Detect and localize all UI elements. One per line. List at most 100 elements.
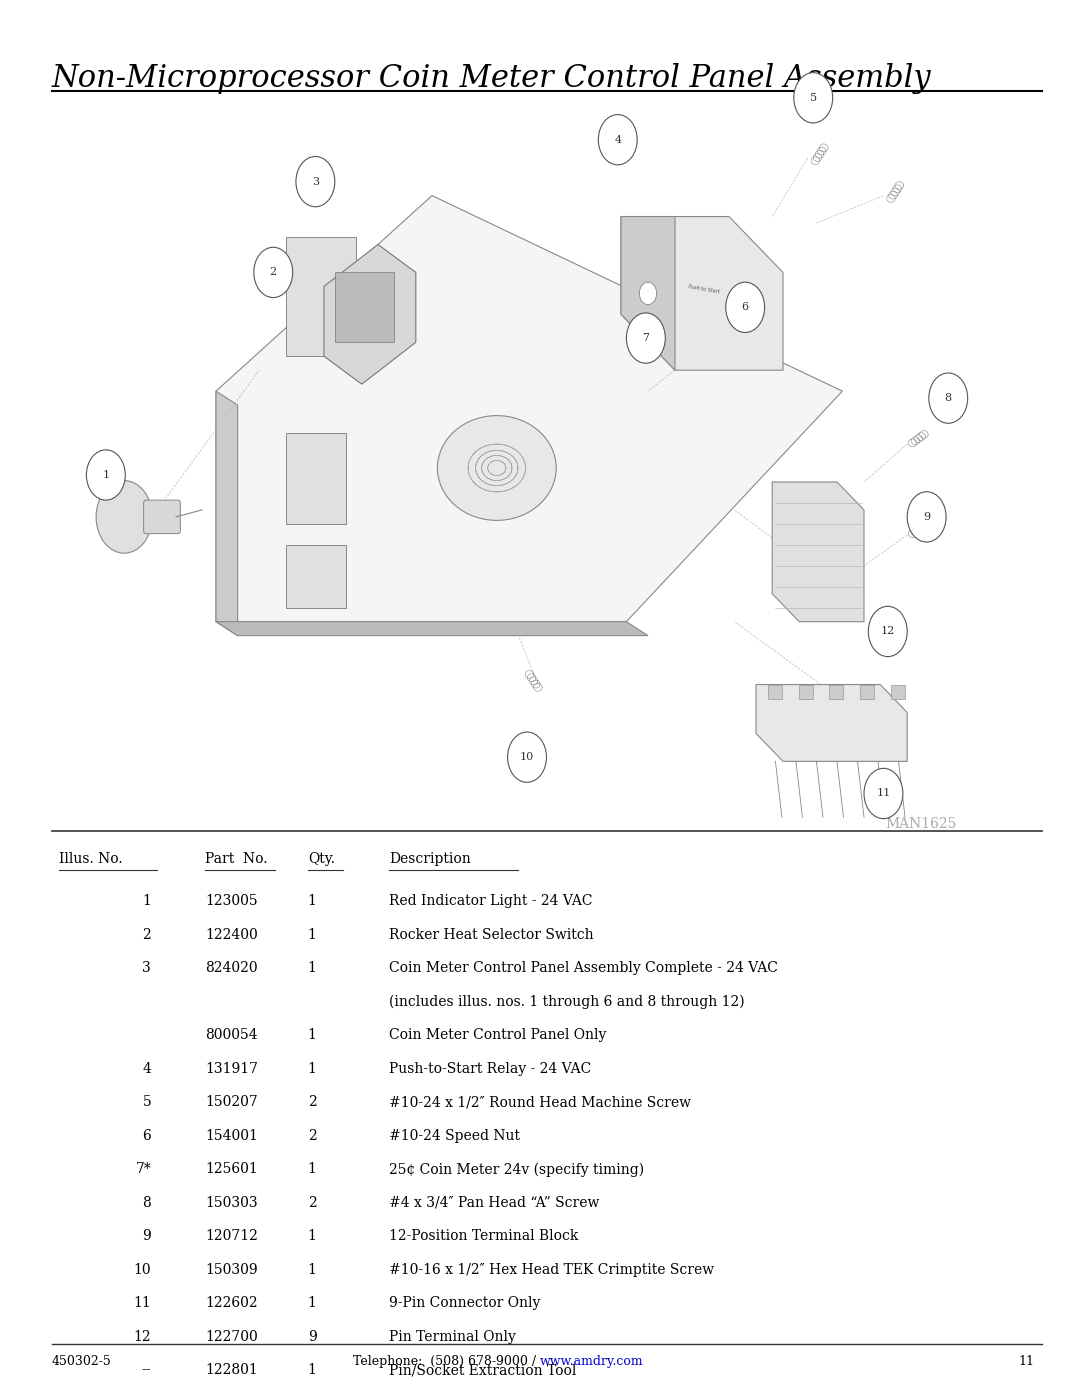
Ellipse shape	[437, 416, 556, 521]
Text: 150309: 150309	[205, 1263, 258, 1277]
Text: 9: 9	[308, 1330, 316, 1344]
Text: Telephone:  (508) 678-9000 /: Telephone: (508) 678-9000 /	[353, 1355, 540, 1368]
Text: 25¢ Coin Meter 24v (specify timing): 25¢ Coin Meter 24v (specify timing)	[389, 1162, 644, 1176]
Bar	[861, 685, 875, 698]
Bar	[335, 272, 394, 342]
Text: www.amdry.com: www.amdry.com	[540, 1355, 644, 1368]
Text: 12-Position Terminal Block: 12-Position Terminal Block	[389, 1229, 578, 1243]
Circle shape	[254, 247, 293, 298]
Circle shape	[868, 606, 907, 657]
Text: Part  No.: Part No.	[205, 852, 268, 866]
Polygon shape	[756, 685, 907, 761]
Circle shape	[794, 73, 833, 123]
Text: Red Indicator Light - 24 VAC: Red Indicator Light - 24 VAC	[389, 894, 592, 908]
Polygon shape	[216, 196, 842, 622]
Text: 9-Pin Connector Only: 9-Pin Connector Only	[389, 1296, 540, 1310]
Polygon shape	[216, 622, 648, 636]
Text: 3: 3	[143, 961, 151, 975]
Text: 4: 4	[615, 134, 621, 145]
Text: 120712: 120712	[205, 1229, 258, 1243]
Text: 122801: 122801	[205, 1363, 258, 1377]
Text: 1: 1	[308, 1296, 316, 1310]
Text: 5: 5	[810, 92, 816, 103]
Text: 1: 1	[143, 894, 151, 908]
Text: --: --	[141, 1363, 151, 1377]
Text: 5: 5	[143, 1095, 151, 1109]
Text: 11: 11	[876, 788, 891, 799]
Text: (includes illus. nos. 1 through 6 and 8 through 12): (includes illus. nos. 1 through 6 and 8 …	[389, 995, 744, 1009]
Circle shape	[726, 282, 765, 332]
Circle shape	[508, 732, 546, 782]
Polygon shape	[324, 244, 416, 384]
FancyBboxPatch shape	[144, 500, 180, 534]
Text: Coin Meter Control Panel Only: Coin Meter Control Panel Only	[389, 1028, 606, 1042]
Bar	[286, 237, 356, 356]
Text: 154001: 154001	[205, 1129, 258, 1143]
Text: 1: 1	[308, 1229, 316, 1243]
Text: 7: 7	[643, 332, 649, 344]
Text: 11: 11	[134, 1296, 151, 1310]
Text: 122602: 122602	[205, 1296, 258, 1310]
Text: 1: 1	[308, 1162, 316, 1176]
Text: 1: 1	[308, 1028, 316, 1042]
Text: 2: 2	[270, 267, 276, 278]
Text: 1: 1	[308, 1263, 316, 1277]
Circle shape	[96, 481, 152, 553]
Text: 150207: 150207	[205, 1095, 258, 1109]
Text: 1: 1	[308, 928, 316, 942]
Text: Illus. No.: Illus. No.	[59, 852, 123, 866]
Text: Pin Terminal Only: Pin Terminal Only	[389, 1330, 515, 1344]
Text: Non-Microprocessor Coin Meter Control Panel Assembly: Non-Microprocessor Coin Meter Control Pa…	[52, 63, 931, 94]
Circle shape	[296, 156, 335, 207]
Text: 1: 1	[308, 894, 316, 908]
Text: 122400: 122400	[205, 928, 258, 942]
Text: #10-16 x 1/2″ Hex Head TEK Crimptite Screw: #10-16 x 1/2″ Hex Head TEK Crimptite Scr…	[389, 1263, 714, 1277]
Text: 3: 3	[312, 176, 319, 187]
Text: 4: 4	[143, 1062, 151, 1076]
Bar	[829, 685, 843, 698]
Text: 6: 6	[742, 302, 748, 313]
Circle shape	[626, 313, 665, 363]
Circle shape	[929, 373, 968, 423]
Text: 125601: 125601	[205, 1162, 258, 1176]
Text: 1: 1	[308, 961, 316, 975]
Bar	[891, 685, 905, 698]
Text: 10: 10	[134, 1263, 151, 1277]
Text: 7*: 7*	[135, 1162, 151, 1176]
Text: Pin/Socket Extraction Tool: Pin/Socket Extraction Tool	[389, 1363, 576, 1377]
Text: Qty.: Qty.	[308, 852, 335, 866]
Polygon shape	[772, 482, 864, 622]
Text: 450302-5: 450302-5	[52, 1355, 111, 1368]
Text: Rocker Heat Selector Switch: Rocker Heat Selector Switch	[389, 928, 593, 942]
Text: #10-24 x 1/2″ Round Head Machine Screw: #10-24 x 1/2″ Round Head Machine Screw	[389, 1095, 691, 1109]
Circle shape	[598, 115, 637, 165]
Text: #10-24 Speed Nut: #10-24 Speed Nut	[389, 1129, 519, 1143]
Polygon shape	[621, 217, 783, 370]
Text: 8: 8	[945, 393, 951, 404]
Text: 1: 1	[308, 1062, 316, 1076]
Text: 8: 8	[143, 1196, 151, 1210]
Text: 122700: 122700	[205, 1330, 258, 1344]
Text: 6: 6	[143, 1129, 151, 1143]
Polygon shape	[621, 217, 675, 370]
Text: 2: 2	[143, 928, 151, 942]
Circle shape	[864, 768, 903, 819]
Text: Coin Meter Control Panel Assembly Complete - 24 VAC: Coin Meter Control Panel Assembly Comple…	[389, 961, 778, 975]
Circle shape	[907, 492, 946, 542]
Text: 2: 2	[308, 1129, 316, 1143]
Text: 1: 1	[103, 469, 109, 481]
Bar	[286, 545, 346, 608]
Text: 800054: 800054	[205, 1028, 258, 1042]
Text: 12: 12	[134, 1330, 151, 1344]
Text: 1: 1	[308, 1363, 316, 1377]
Text: 12: 12	[880, 626, 895, 637]
Text: #4 x 3/4″ Pan Head “A” Screw: #4 x 3/4″ Pan Head “A” Screw	[389, 1196, 599, 1210]
Text: Push-to-Start Relay - 24 VAC: Push-to-Start Relay - 24 VAC	[389, 1062, 591, 1076]
Text: 150303: 150303	[205, 1196, 258, 1210]
Text: MAN1625: MAN1625	[886, 817, 957, 831]
Circle shape	[86, 450, 125, 500]
Text: 2: 2	[308, 1095, 316, 1109]
Polygon shape	[216, 391, 238, 636]
Text: Description: Description	[389, 852, 471, 866]
Text: Push to Start: Push to Start	[688, 284, 720, 295]
